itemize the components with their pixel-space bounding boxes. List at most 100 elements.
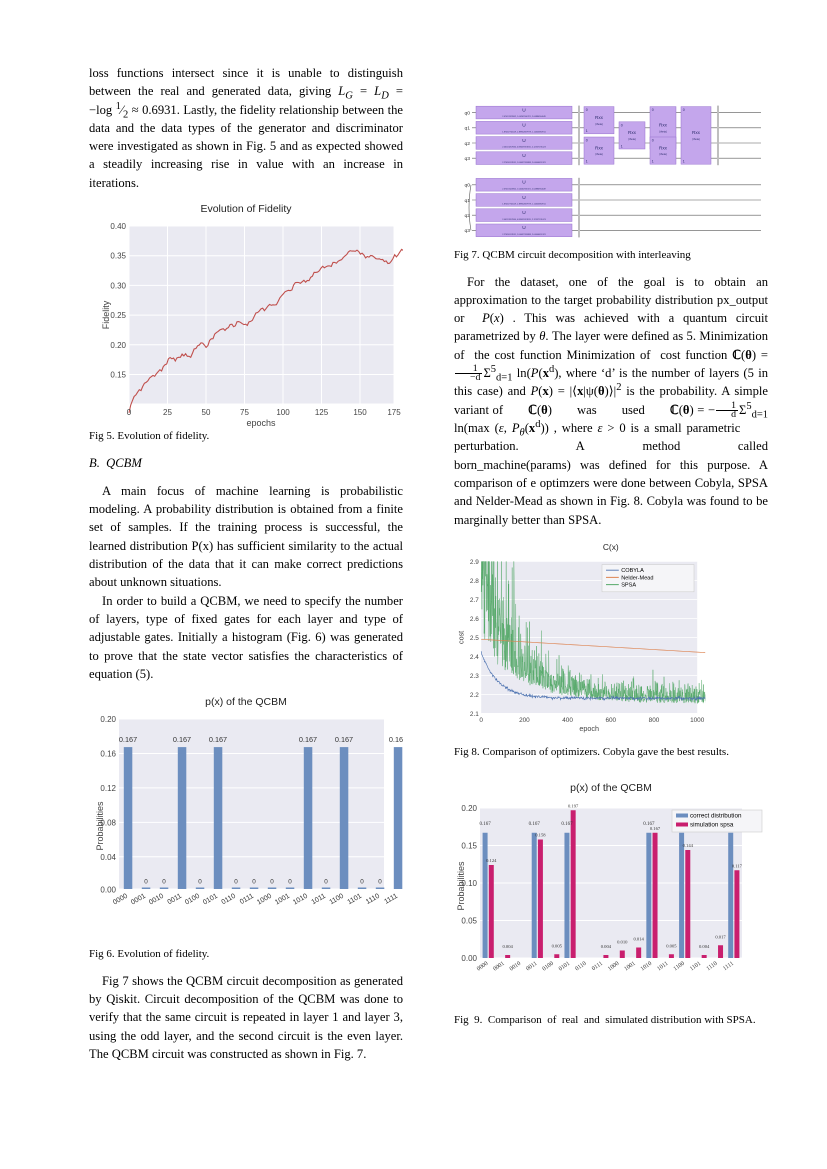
svg-text:0: 0 (234, 879, 238, 886)
svg-text:0.12: 0.12 (100, 784, 116, 793)
svg-text:q0: q0 (464, 183, 470, 189)
svg-text:0.00: 0.00 (461, 954, 477, 963)
svg-text:0: 0 (252, 879, 256, 886)
svg-text:1100: 1100 (328, 893, 345, 907)
svg-text:(theta): (theta) (595, 122, 603, 126)
svg-text:q2: q2 (464, 141, 470, 147)
svg-text:0: 0 (270, 879, 274, 886)
svg-text:0.35: 0.35 (110, 252, 126, 261)
svg-text:epoch: epoch (579, 724, 599, 733)
svg-text:2.06113267840, 0.88459374815,: 2.06113267840, 0.88459374815, 2.12357191… (502, 147, 546, 149)
svg-text:1011: 1011 (656, 960, 669, 972)
svg-text:400: 400 (562, 717, 573, 724)
svg-text:0101: 0101 (202, 893, 219, 907)
svg-text:simulation spsa: simulation spsa (690, 821, 734, 828)
svg-text:correct distribution: correct distribution (690, 812, 742, 819)
svg-text:U: U (522, 153, 526, 159)
svg-text:U: U (522, 225, 526, 231)
svg-text:0.15: 0.15 (110, 371, 126, 380)
svg-text:0001: 0001 (130, 893, 147, 907)
svg-text:Rxx: Rxx (692, 130, 701, 135)
svg-text:q0: q0 (464, 110, 470, 116)
svg-text:1000: 1000 (607, 960, 620, 972)
svg-text:0.017: 0.017 (715, 934, 726, 939)
svg-text:0: 0 (360, 879, 364, 886)
svg-text:0.167: 0.167 (529, 821, 541, 826)
svg-text:0010: 0010 (148, 893, 165, 907)
svg-text:2.4: 2.4 (470, 654, 479, 661)
svg-text:U: U (522, 180, 526, 186)
svg-text:Nelder-Mead: Nelder-Mead (621, 576, 653, 582)
svg-text:0.00: 0.00 (100, 886, 116, 895)
svg-text:epochs: epochs (246, 418, 276, 428)
svg-text:0.167: 0.167 (173, 736, 191, 745)
svg-text:1110: 1110 (365, 893, 381, 906)
svg-text:175: 175 (387, 408, 401, 417)
svg-text:SPSA: SPSA (621, 583, 636, 589)
svg-text:U: U (522, 138, 526, 144)
svg-text:0.20: 0.20 (100, 715, 116, 724)
svg-text:0: 0 (479, 717, 483, 724)
svg-text:0.167: 0.167 (561, 821, 573, 826)
svg-text:0011: 0011 (166, 893, 183, 907)
svg-text:Rxx: Rxx (595, 115, 604, 120)
svg-text:0.004: 0.004 (699, 944, 710, 949)
svg-text:0100: 0100 (542, 960, 555, 972)
svg-text:(theta): (theta) (659, 129, 667, 133)
svg-text:1000: 1000 (256, 893, 273, 907)
svg-text:0.010: 0.010 (617, 939, 628, 944)
svg-text:Probabilities: Probabilities (95, 801, 105, 851)
svg-text:(theta): (theta) (595, 152, 603, 156)
svg-text:0101: 0101 (558, 960, 571, 972)
svg-text:1: 1 (683, 160, 685, 164)
svg-text:1010: 1010 (640, 960, 653, 972)
svg-text:1.87467710019, 2.89962697979,: 1.87467710019, 2.89962697979, 1.12356892… (502, 131, 545, 133)
svg-text:0.014: 0.014 (633, 936, 644, 941)
svg-text:2.7: 2.7 (470, 597, 479, 604)
svg-text:0.15: 0.15 (461, 841, 477, 850)
svg-text:0: 0 (683, 108, 685, 112)
svg-text:0.167: 0.167 (650, 825, 661, 830)
svg-text:0.40: 0.40 (110, 222, 126, 231)
svg-text:1: 1 (652, 160, 654, 164)
svg-text:Rxx: Rxx (659, 145, 668, 150)
svg-text:0.04: 0.04 (100, 853, 116, 862)
svg-text:0.167: 0.167 (479, 821, 491, 826)
svg-text:25: 25 (163, 408, 172, 417)
svg-text:0.004: 0.004 (601, 944, 612, 949)
svg-text:U: U (522, 123, 526, 129)
svg-text:800: 800 (649, 717, 660, 724)
svg-text:q3: q3 (464, 156, 470, 162)
svg-text:COBYLA: COBYLA (621, 568, 644, 574)
svg-text:0.158: 0.158 (535, 832, 546, 837)
svg-text:0.25: 0.25 (110, 311, 126, 320)
svg-text:0.30: 0.30 (110, 282, 126, 291)
svg-text:0: 0 (288, 879, 292, 886)
svg-text:0: 0 (162, 879, 166, 886)
svg-text:1001: 1001 (274, 893, 291, 907)
svg-text:0: 0 (652, 139, 654, 143)
svg-text:1: 1 (621, 144, 623, 148)
svg-text:0.005: 0.005 (666, 943, 677, 948)
svg-text:1011: 1011 (310, 893, 327, 907)
svg-text:50: 50 (202, 408, 211, 417)
svg-text:0010: 0010 (509, 960, 522, 972)
svg-text:0: 0 (378, 879, 382, 886)
svg-text:q3: q3 (464, 228, 470, 234)
svg-text:2.5: 2.5 (470, 635, 479, 642)
svg-text:0.167: 0.167 (335, 736, 353, 745)
svg-text:0000: 0000 (476, 960, 489, 972)
svg-text:0000: 0000 (112, 893, 129, 907)
svg-text:1: 1 (586, 160, 588, 164)
svg-text:Fidelity: Fidelity (101, 301, 111, 330)
svg-text:1001: 1001 (623, 960, 636, 972)
svg-text:1010: 1010 (292, 893, 309, 907)
svg-text:0: 0 (586, 108, 588, 112)
svg-text:1111: 1111 (722, 960, 735, 971)
svg-text:2.67013322862, 1.04262906721,: 2.67013322862, 1.04262906721, 2.64886964… (502, 188, 546, 190)
svg-text:2.1: 2.1 (470, 711, 479, 718)
svg-text:1: 1 (586, 129, 588, 133)
svg-text:200: 200 (519, 717, 530, 724)
svg-text:2.6: 2.6 (470, 616, 479, 623)
svg-text:(theta): (theta) (659, 152, 667, 156)
